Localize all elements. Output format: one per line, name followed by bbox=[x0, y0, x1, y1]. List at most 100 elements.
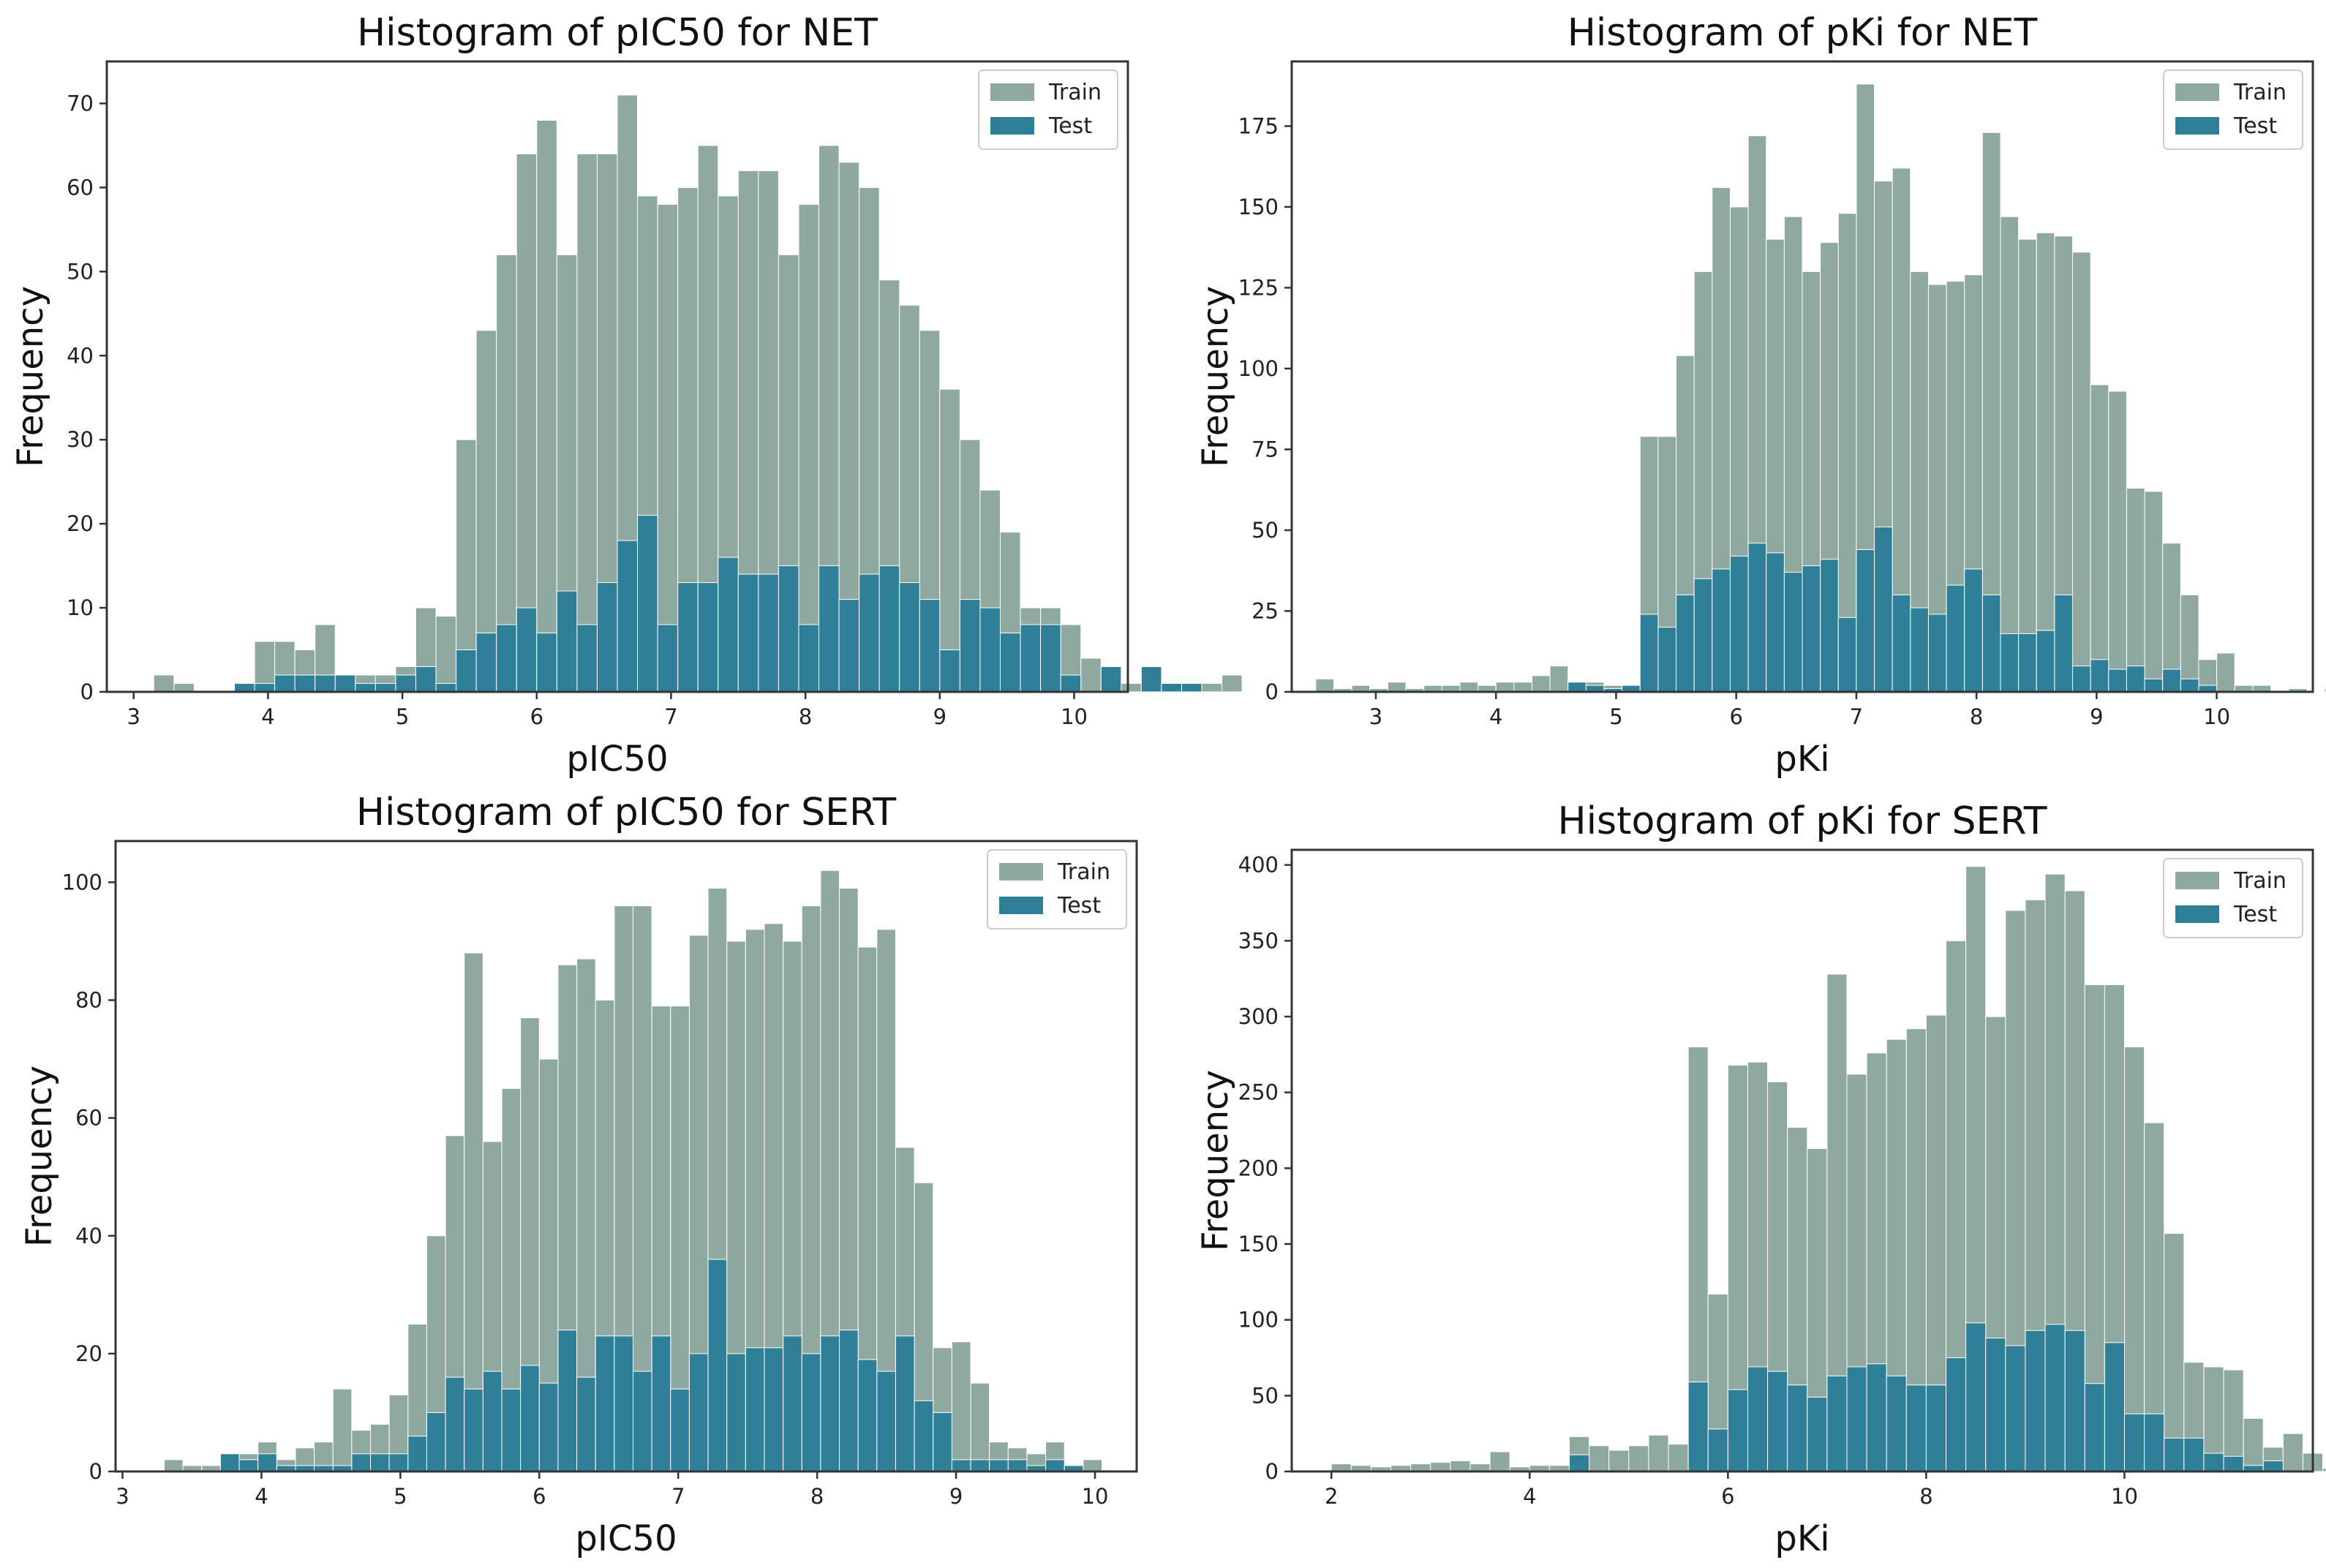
bar-test bbox=[426, 1411, 446, 1472]
bar-test bbox=[1567, 682, 1587, 693]
y-tick-label: 300 bbox=[1238, 1004, 1279, 1029]
bar-train bbox=[332, 1388, 353, 1472]
bar-train bbox=[2324, 688, 2326, 693]
bar-train bbox=[1589, 1445, 1610, 1472]
bar-test bbox=[2044, 1324, 2066, 1472]
x-tick-label: 3 bbox=[127, 704, 140, 729]
bar-test bbox=[614, 1335, 633, 1472]
x-tick-label: 7 bbox=[671, 1484, 685, 1509]
bar-test bbox=[2164, 1437, 2185, 1472]
x-tick-label: 7 bbox=[664, 704, 677, 729]
chart-title: Histogram of pIC50 for NET bbox=[357, 11, 878, 55]
bar-train bbox=[1387, 682, 1407, 693]
bar-test bbox=[1766, 552, 1785, 693]
y-tick-label: 250 bbox=[1238, 1080, 1279, 1105]
x-tick-label: 9 bbox=[933, 704, 946, 729]
y-tick-label: 20 bbox=[75, 1341, 102, 1366]
legend: Train Test bbox=[978, 69, 1118, 150]
plot-frame bbox=[114, 840, 1138, 1473]
bar-train bbox=[1450, 1460, 1471, 1472]
y-tick-label: 0 bbox=[89, 1459, 102, 1484]
bar-test bbox=[556, 590, 578, 693]
y-tick-label: 20 bbox=[67, 511, 94, 536]
bar-test bbox=[1747, 543, 1767, 693]
bar-test bbox=[726, 1353, 746, 1472]
legend-label-test: Test bbox=[2233, 113, 2277, 139]
y-tick-label: 25 bbox=[1252, 598, 1279, 623]
x-tick-label: 5 bbox=[394, 1484, 407, 1509]
y-axis-label: Frequency bbox=[19, 1066, 60, 1247]
bar-train bbox=[1430, 1462, 1451, 1472]
bar-test bbox=[2025, 1330, 2046, 1472]
bar-train bbox=[1668, 1444, 1689, 1472]
bar-test bbox=[475, 633, 497, 693]
bar-train bbox=[2162, 543, 2181, 693]
bar-test bbox=[914, 1400, 934, 1472]
bar-test bbox=[798, 624, 820, 693]
bar-test bbox=[758, 573, 779, 693]
x-tick-label: 8 bbox=[1970, 704, 1983, 729]
bar-train bbox=[2123, 1047, 2145, 1472]
bar-test bbox=[2203, 1452, 2224, 1472]
plot-frame bbox=[105, 60, 1129, 693]
bar-train bbox=[939, 388, 960, 693]
y-tick-label: 175 bbox=[1238, 113, 1279, 138]
bar-test bbox=[951, 1459, 971, 1472]
bar-test bbox=[1020, 624, 1042, 693]
series-test bbox=[219, 1259, 1084, 1472]
bar-test bbox=[445, 1376, 465, 1472]
bar-test bbox=[637, 515, 658, 693]
bar-test bbox=[388, 1453, 409, 1472]
bar-test bbox=[764, 1347, 784, 1472]
bar-train bbox=[2144, 491, 2164, 693]
bar-test bbox=[878, 565, 900, 693]
bar-test bbox=[2000, 633, 2020, 693]
plot-frame bbox=[1290, 848, 2314, 1473]
x-tick-label: 9 bbox=[2090, 704, 2103, 729]
bar-test bbox=[1927, 614, 1947, 693]
y-axis-label: Frequency bbox=[1195, 286, 1236, 467]
bar-test bbox=[1676, 594, 1695, 693]
y-tick-label: 200 bbox=[1238, 1156, 1279, 1180]
x-tick-label: 10 bbox=[2203, 704, 2230, 729]
bar-test bbox=[2183, 1437, 2205, 1472]
series-test bbox=[1567, 527, 2218, 693]
legend: Train Test bbox=[2163, 858, 2303, 938]
bar-test bbox=[1802, 565, 1821, 693]
bar-test bbox=[1925, 1384, 1947, 1472]
bar-test bbox=[1946, 584, 1965, 693]
bar-test bbox=[2104, 1342, 2125, 1472]
bar-test bbox=[737, 573, 759, 693]
bar-test bbox=[1007, 1459, 1028, 1472]
legend-swatch-test bbox=[990, 117, 1034, 135]
x-tick-label: 10 bbox=[1082, 1484, 1109, 1509]
bar-test bbox=[859, 573, 880, 693]
bar-train bbox=[173, 683, 195, 693]
bar-test bbox=[1837, 617, 1857, 693]
bar-test bbox=[1693, 578, 1713, 693]
bar-train bbox=[2243, 1417, 2264, 1472]
y-tick-label: 0 bbox=[1265, 679, 1279, 704]
bar-test bbox=[315, 674, 336, 693]
bar-test bbox=[1639, 614, 1659, 693]
bar-test bbox=[501, 1388, 522, 1472]
bar-test bbox=[657, 624, 679, 693]
bar-test bbox=[970, 1459, 990, 1472]
x-tick-label: 5 bbox=[1609, 704, 1622, 729]
x-tick-label: 9 bbox=[949, 1484, 963, 1509]
bar-test bbox=[2090, 659, 2109, 693]
y-tick-label: 70 bbox=[67, 91, 94, 116]
y-tick-label: 0 bbox=[80, 679, 94, 704]
bar-test bbox=[395, 674, 416, 693]
y-tick-label: 150 bbox=[1238, 1232, 1279, 1256]
bar-train bbox=[153, 674, 175, 693]
bar-train bbox=[798, 203, 820, 693]
bar-test bbox=[496, 624, 517, 693]
chart-4: 2 4 6 8 10050100150200250300350400Histogram … bbox=[1195, 799, 2326, 1559]
bar-train bbox=[2216, 652, 2235, 693]
bar-test bbox=[1981, 594, 2001, 693]
legend-swatch-test bbox=[2175, 117, 2219, 135]
bar-train bbox=[1648, 1434, 1669, 1472]
bar-test bbox=[2084, 1383, 2105, 1472]
